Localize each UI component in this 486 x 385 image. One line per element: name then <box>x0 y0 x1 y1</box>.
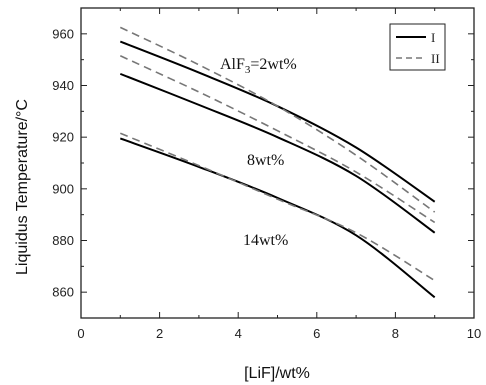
y-tick-label: 940 <box>52 78 74 93</box>
annotation-alf3-tail: =2wt% <box>250 56 296 73</box>
y-tick-label: 960 <box>52 26 74 41</box>
x-axis-title: [LiF]/wt% <box>244 365 310 382</box>
y-tick-label: 900 <box>52 181 74 196</box>
annotation-alf3-2wt: AlF3=2wt% <box>220 56 297 76</box>
series-line-ii-dashed <box>119 132 436 282</box>
series-layer <box>119 26 436 299</box>
annotation-alf3-text: AlF <box>220 56 245 73</box>
annotation-8wt: 8wt% <box>247 152 284 169</box>
series-line-ii-dashed <box>119 55 436 224</box>
x-tick-label: 10 <box>467 326 481 341</box>
series-line-ii-dashed <box>119 26 436 213</box>
y-axis-title: Liquidus Temperature/°C <box>14 99 31 275</box>
x-tick-label: 8 <box>392 326 399 341</box>
y-tick-label: 880 <box>52 233 74 248</box>
x-tick-label: 6 <box>313 326 320 341</box>
x-tick-label: 2 <box>156 326 163 341</box>
x-tick-label: 0 <box>77 326 84 341</box>
annotation-14wt: 14wt% <box>243 232 288 249</box>
series-line-i-solid <box>119 72 436 234</box>
legend-box: I II <box>389 23 446 71</box>
y-tick-label: 920 <box>52 130 74 145</box>
y-tick-label: 860 <box>52 285 74 300</box>
legend-frame <box>389 23 446 71</box>
legend-label-ii: II <box>431 51 440 66</box>
x-tick-label: 4 <box>235 326 242 341</box>
tick-layer: 0 2 4 6 8 10 860 880 900 920 940 960 <box>52 7 481 341</box>
legend-label-i: I <box>431 30 435 45</box>
annotation-alf3-subscript: 3 <box>245 64 251 76</box>
series-line-i-solid <box>119 137 436 299</box>
